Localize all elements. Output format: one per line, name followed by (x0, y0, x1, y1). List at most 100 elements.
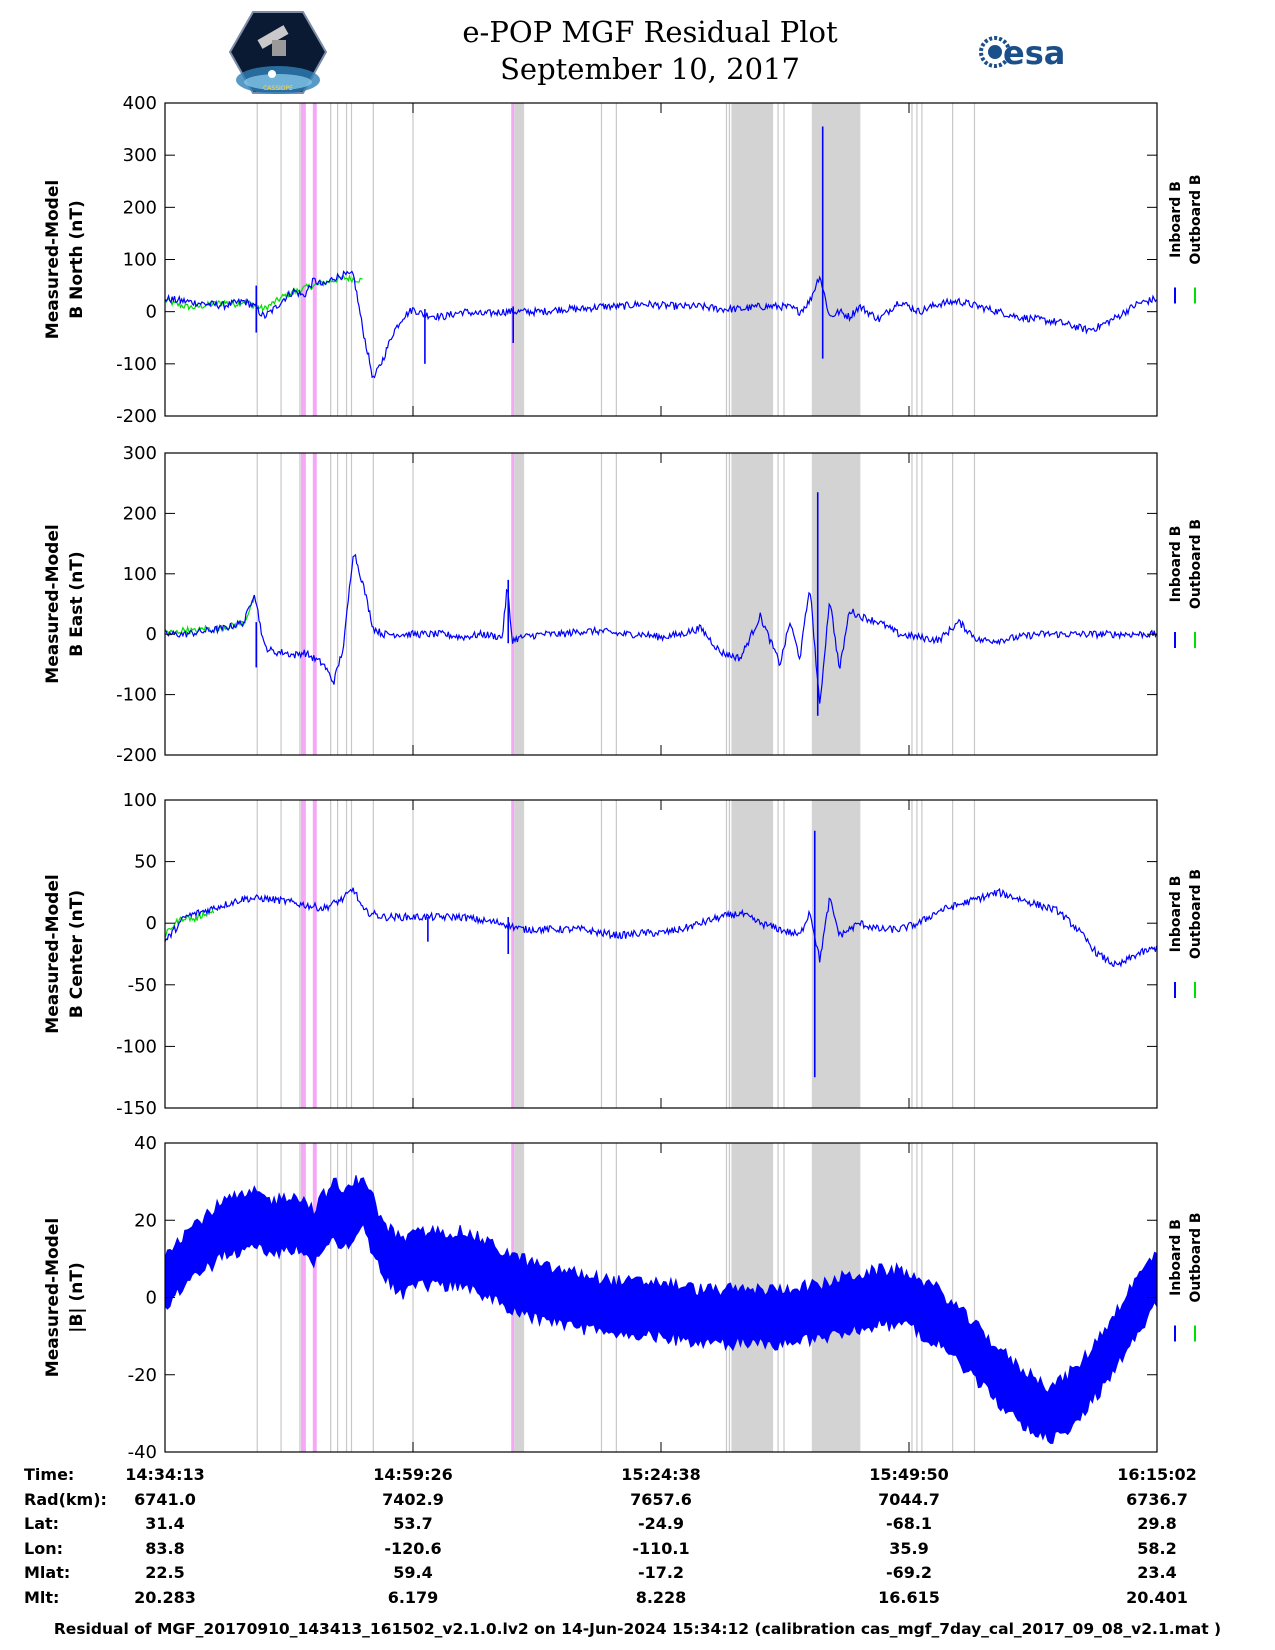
info-value: 14:34:13 (125, 1465, 205, 1484)
legend-inboard: Inboard B (1168, 181, 1184, 258)
data-gap-region (514, 103, 525, 416)
flag-region (300, 453, 306, 755)
y-tick-label: 0 (146, 913, 157, 934)
info-value: 83.8 (145, 1538, 185, 1558)
y-tick-label: 20 (134, 1210, 157, 1231)
orbit-info-table: Time: 14:34:13 14:59:26 15:24:38 15:49:50 16:… (0, 1465, 1275, 1615)
flag-region (300, 1143, 306, 1452)
title-line-1: e-POP MGF Residual Plot (462, 15, 838, 49)
info-value: 16.615 (878, 1587, 940, 1607)
info-value: 53.7 (393, 1514, 433, 1533)
flag-region (511, 800, 515, 1108)
data-gap-region (514, 453, 525, 755)
y-tick-label: 200 (123, 197, 157, 218)
info-value: -17.2 (637, 1563, 685, 1582)
info-value: 8.228 (635, 1587, 687, 1607)
legend-outboard: Outboard B (1188, 869, 1204, 959)
flag-region (312, 800, 317, 1108)
legend-outboard: Outboard B (1188, 1212, 1204, 1302)
info-value: 16:15:02 (1117, 1465, 1197, 1484)
data-gap-region (731, 453, 774, 755)
panel-4: -40 -20 0 20 40 Measured-Model |B| (nT) Inboard… (43, 1133, 1204, 1463)
info-row: Time: 14:34:13 14:59:26 15:24:38 15:49:50 16:… (0, 1465, 1275, 1489)
info-value: 7657.6 (630, 1489, 692, 1509)
y-tick-label: 400 (123, 93, 157, 114)
info-value: 15:24:38 (621, 1465, 701, 1484)
panel-3: -150 -100 -50 0 50 100 Measured-Model B Center … (43, 790, 1204, 1119)
flag-region (312, 103, 317, 416)
info-value: 35.9 (889, 1538, 929, 1558)
title-line-2: September 10, 2017 (500, 52, 800, 86)
info-row: Lon: 83.8 -120.6 -110.1 35.9 58.2 (0, 1539, 1275, 1563)
y-axis-label: |B| (nT) (67, 1262, 87, 1333)
info-value: 23.4 (1137, 1563, 1177, 1582)
info-value: 20.401 (1126, 1587, 1188, 1607)
esa-logo: esa (979, 34, 1065, 72)
y-tick-label: 40 (134, 1133, 157, 1154)
inboard-series (164, 270, 1158, 379)
data-gap-region (811, 453, 861, 755)
info-value: 6.179 (387, 1587, 439, 1607)
page-title: e-POP MGF Residual Plot September 10, 20… (360, 14, 940, 88)
svg-text:esa: esa (1003, 34, 1065, 72)
info-value: 29.8 (1137, 1514, 1177, 1533)
info-row: Mlt: 20.283 6.179 8.228 16.615 20.401 (0, 1588, 1275, 1612)
info-value: 59.4 (393, 1563, 433, 1582)
info-value: -24.9 (637, 1514, 685, 1533)
legend-outboard: Outboard B (1188, 519, 1204, 609)
cassiope-logo: CASSIOPE (228, 11, 328, 94)
footer-caption: Residual of MGF_20170910_143413_161502_v… (53, 1620, 1222, 1638)
y-axis-label: B Center (nT) (67, 890, 87, 1018)
info-value: -120.6 (384, 1538, 442, 1558)
info-label: Time: (24, 1465, 75, 1484)
legend-outboard: Outboard B (1188, 174, 1204, 264)
panel-1: -200 -100 0 100 200 300 400 Measured-Model B Nor… (43, 93, 1204, 427)
y-tick-label: -100 (116, 685, 157, 706)
y-axis-label: B East (nT) (67, 551, 87, 656)
panel-2: -200 -100 0 100 200 300 Measured-Model B East (… (43, 443, 1204, 766)
flag-region (511, 453, 515, 755)
y-axis-label: Measured-Model (43, 874, 63, 1033)
data-gap-region (811, 103, 861, 416)
y-tick-label: -50 (128, 975, 157, 996)
info-value: 31.4 (145, 1514, 185, 1533)
outboard-series (164, 273, 363, 312)
info-label: Rad(km): (24, 1489, 107, 1509)
y-tick-label: 100 (123, 250, 157, 271)
inboard-series (164, 887, 1158, 968)
flag-region (312, 453, 317, 755)
svg-text:CASSIOPE: CASSIOPE (263, 85, 293, 92)
flag-region (312, 1143, 317, 1452)
flag-region (300, 103, 306, 416)
y-tick-label: 200 (123, 503, 157, 524)
info-value: 7402.9 (382, 1489, 444, 1509)
y-tick-label: 0 (146, 302, 157, 323)
y-tick-label: 100 (123, 564, 157, 585)
y-tick-label: 300 (123, 443, 157, 464)
info-value: 6741.0 (134, 1489, 196, 1509)
y-tick-label: 50 (134, 852, 157, 873)
y-axis-label: Measured-Model (43, 1218, 63, 1377)
data-gap-region (514, 800, 525, 1108)
flag-region (300, 800, 306, 1108)
inboard-series (164, 553, 1158, 704)
outboard-series (164, 909, 215, 938)
outboard-series (164, 594, 255, 635)
y-tick-label: 300 (123, 145, 157, 166)
info-row: Rad(km): 6741.0 7402.9 7657.6 7044.7 6736.7 (0, 1490, 1275, 1514)
flag-region (511, 103, 515, 416)
y-tick-label: -40 (128, 1442, 157, 1463)
y-tick-label: -100 (116, 354, 157, 375)
info-value: -69.2 (885, 1563, 933, 1582)
info-value: -110.1 (632, 1538, 690, 1558)
y-tick-label: 0 (146, 1288, 157, 1309)
info-value: -68.1 (885, 1514, 933, 1533)
info-value: 7044.7 (878, 1489, 940, 1509)
y-axis-label: Measured-Model (43, 180, 63, 339)
legend-inboard: Inboard B (1168, 1219, 1184, 1296)
y-tick-label: -200 (116, 745, 157, 766)
y-tick-label: -100 (116, 1036, 157, 1057)
info-value: 6736.7 (1126, 1489, 1188, 1509)
info-value: 20.283 (134, 1587, 196, 1607)
